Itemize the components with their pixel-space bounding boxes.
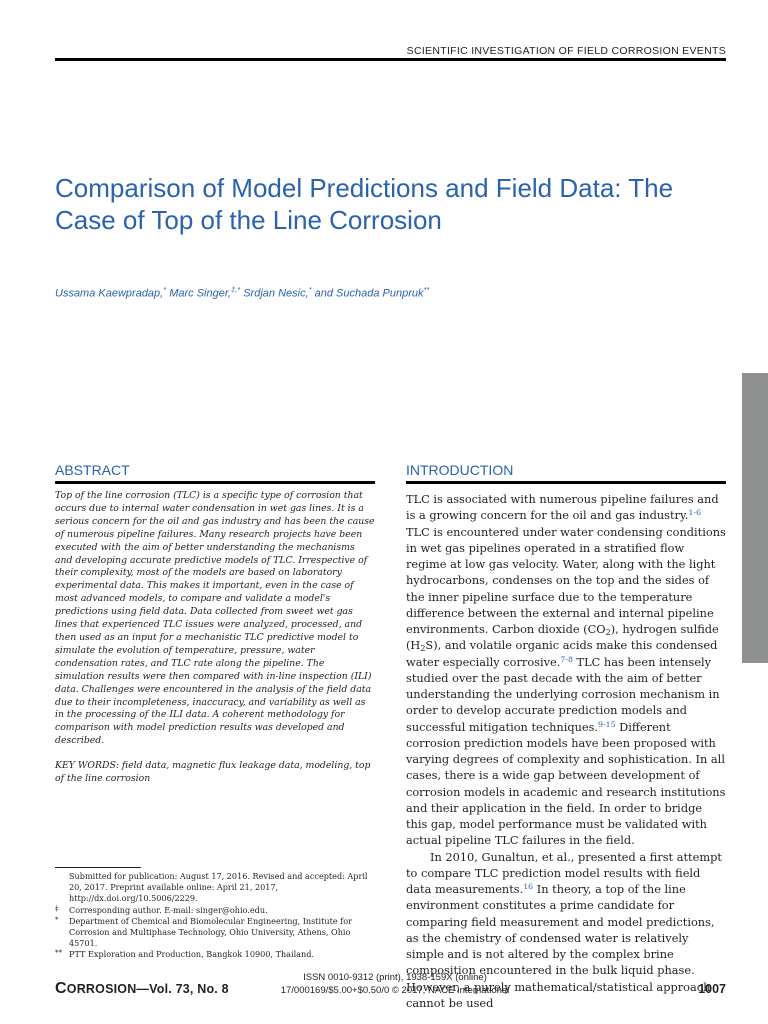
author-name: Ussama Kaewpradap, bbox=[55, 287, 164, 300]
journal-initial: C bbox=[55, 980, 67, 997]
body-text: TLC is associated with numerous pipeline… bbox=[406, 492, 719, 523]
citation-link[interactable]: 16 bbox=[523, 882, 534, 891]
side-thumb-tab bbox=[742, 373, 768, 663]
footnote-text: Submitted for publication: August 17, 20… bbox=[69, 871, 368, 904]
footnote-text: PTT Exploration and Production, Bangkok … bbox=[69, 949, 314, 960]
citation-link[interactable]: 9-15 bbox=[598, 719, 616, 729]
author-name: and Suchada Punpruk bbox=[311, 287, 424, 300]
body-text: TLC is encountered under water condensin… bbox=[406, 524, 726, 637]
footnote-text: Department of Chemical and Biomolecular … bbox=[69, 915, 352, 949]
abstract-rule bbox=[55, 481, 375, 484]
author-name: Marc Singer, bbox=[166, 287, 231, 300]
introduction-heading: INTRODUCTION bbox=[406, 462, 514, 478]
body-text: ), hydrogen sulfide (H bbox=[406, 622, 719, 653]
header-rule bbox=[55, 58, 726, 61]
introduction-paragraph: TLC is associated with numerous pipeline… bbox=[406, 491, 726, 849]
abstract-heading: ABSTRACT bbox=[55, 462, 130, 478]
running-head: SCIENTIFIC INVESTIGATION OF FIELD CORROS… bbox=[406, 45, 726, 57]
body-text: TLC has been intensely studied over the … bbox=[406, 654, 720, 734]
introduction-rule bbox=[406, 481, 726, 484]
abstract-body: Top of the line corrosion (TLC) is a spe… bbox=[55, 490, 375, 786]
article-title: Comparison of Model Predictions and Fiel… bbox=[55, 173, 674, 235]
author-affiliation-mark: * bbox=[163, 285, 167, 294]
body-text: In theory, a top of the line environment… bbox=[406, 882, 715, 1010]
citation-link[interactable]: 1-6 bbox=[688, 508, 702, 518]
journal-name: CORROSION—Vol. 73, No. 8 bbox=[55, 980, 229, 998]
subscript: 2 bbox=[420, 644, 426, 654]
abstract-paragraph: Top of the line corrosion (TLC) is a spe… bbox=[55, 490, 375, 747]
author-list: Ussama Kaewpradap,* Marc Singer,‡,* Srdj… bbox=[55, 285, 429, 300]
author-affiliation-mark: ** bbox=[423, 285, 430, 294]
footnote-mark: * bbox=[55, 915, 59, 924]
footnotes: Submitted for publication: August 17, 20… bbox=[55, 871, 377, 961]
introduction-paragraph: In 2010, Gunaltun, et al., presented a f… bbox=[406, 849, 726, 1012]
page-number: 1007 bbox=[698, 982, 726, 996]
footnote-item: * Department of Chemical and Biomolecular… bbox=[55, 916, 377, 950]
citation-link[interactable]: 7-8 bbox=[560, 654, 573, 664]
footnote-rule bbox=[55, 867, 141, 868]
author-affiliation-mark: ‡,* bbox=[230, 285, 241, 294]
author-affiliation-mark: * bbox=[308, 285, 312, 294]
footnote-mark: ** bbox=[55, 949, 62, 958]
journal-volume: ORROSION—Vol. 73, No. 8 bbox=[66, 982, 229, 996]
subscript: 2 bbox=[605, 628, 611, 637]
footer-issn: ISSN 0010-9312 (print), 1938-159X (onlin… bbox=[255, 971, 535, 997]
footnote-item: ** PTT Exploration and Production, Bangko… bbox=[55, 949, 377, 960]
footnote-text: Corresponding author. E-mail: singer@ohi… bbox=[69, 904, 268, 915]
introduction-body: TLC is associated with numerous pipeline… bbox=[406, 491, 726, 1011]
author-name: Srdjan Nesic, bbox=[240, 287, 309, 300]
price-line: 17/000169/$5.00+$0.50/0 © 2017, NACE Int… bbox=[280, 985, 510, 996]
body-text: Different corrosion prediction models ha… bbox=[406, 719, 726, 848]
body-text: In 2010, Gunaltun, et al., presented a f… bbox=[406, 849, 722, 897]
footnote-item: Submitted for publication: August 17, 20… bbox=[55, 871, 377, 905]
keywords: KEY WORDS: field data, magnetic flux lea… bbox=[55, 760, 371, 785]
footnote-mark: ‡ bbox=[55, 904, 59, 913]
body-text: S), and volatile organic acids make this… bbox=[406, 638, 718, 669]
issn-line: ISSN 0010-9312 (print), 1938-159X (onlin… bbox=[303, 972, 487, 983]
footnote-item: ‡ Corresponding author. E-mail: singer@oh… bbox=[55, 905, 377, 916]
